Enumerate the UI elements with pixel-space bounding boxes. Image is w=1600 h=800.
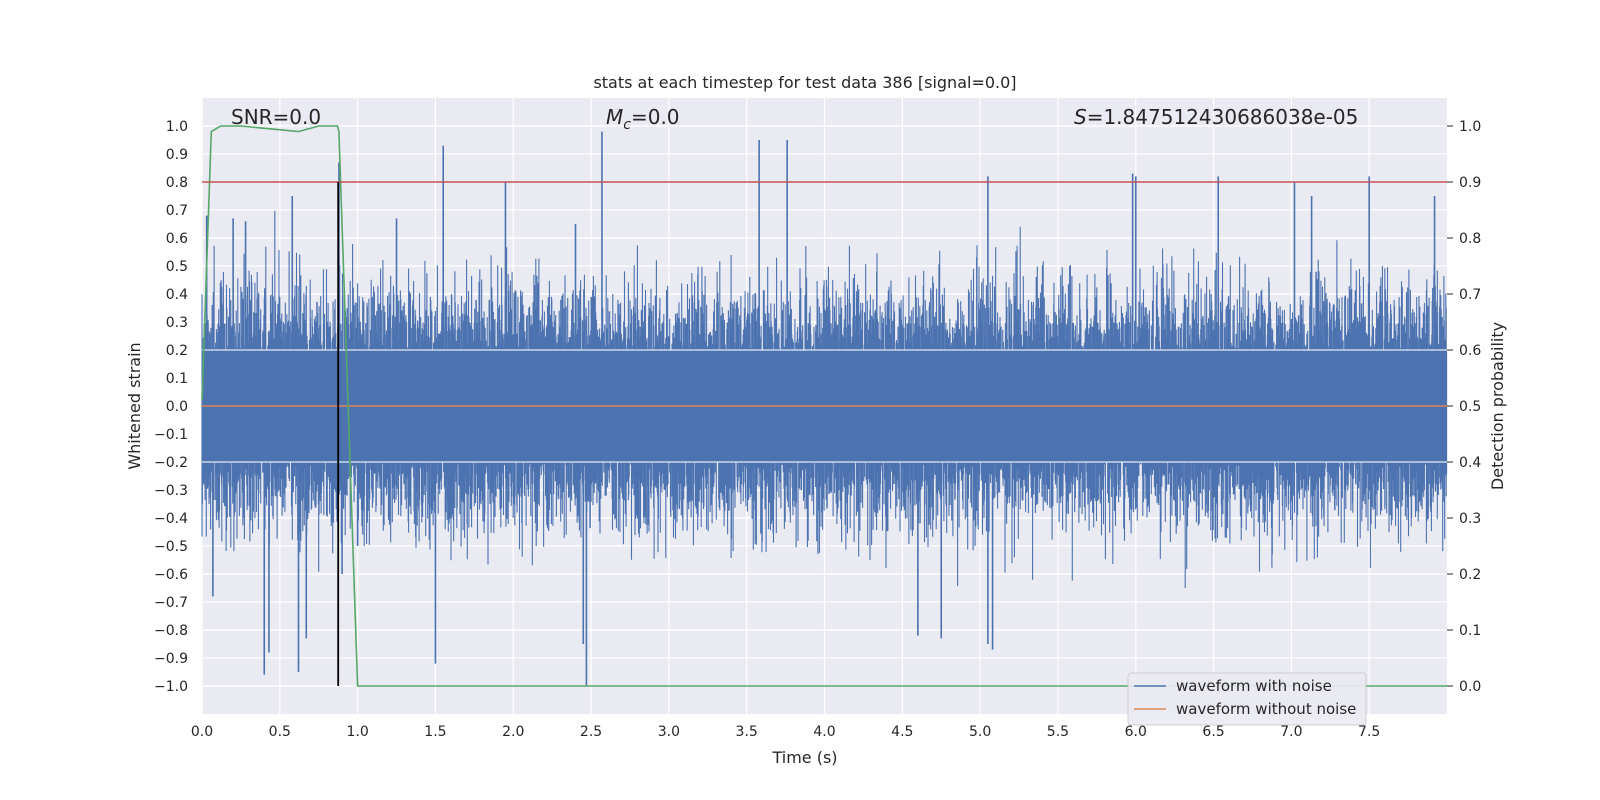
y2-tick-label: 0.9 [1459,175,1481,191]
y-tick-label: −0.4 [154,511,188,527]
y-tick-label: −0.1 [154,427,188,443]
legend-label-clean: waveform without noise [1176,700,1356,718]
y-tick-label: 0.9 [166,147,188,163]
y2-tick-label: 0.0 [1459,679,1481,695]
x-tick-label: 5.0 [969,724,991,740]
y-tick-label: 0.7 [166,203,188,219]
y-tick-label: 0.4 [166,287,188,303]
x-tick-label: 7.0 [1280,724,1302,740]
y-tick-label: 0.1 [166,371,188,387]
y2-tick-label: 0.7 [1459,287,1481,303]
y-tick-label: 0.8 [166,175,188,191]
y-axis-label: Whitened strain [125,342,144,469]
x-tick-label: 3.5 [736,724,758,740]
legend-frame [1127,672,1367,726]
x-tick-label: 1.0 [346,724,368,740]
series-detection-probability [201,125,1447,687]
y2-tick-label: 0.1 [1459,623,1481,639]
x-tick-label: 4.0 [813,724,835,740]
x-tick-label: 0.5 [269,724,291,740]
x-tick-label: 6.5 [1202,724,1224,740]
x-tick-label: 4.5 [891,724,913,740]
chirp-mass-symbol: M [606,105,623,129]
y-tick-label: −0.6 [154,567,188,583]
y-tick-label: −0.8 [154,623,188,639]
y-tick-label: −0.5 [154,539,188,555]
y-tick-label: 0.2 [166,343,188,359]
s-symbol: S [1074,105,1087,129]
y-tick-label: −0.9 [154,651,188,667]
legend-label-noise: waveform with noise [1176,677,1332,695]
chart-title: stats at each timestep for test data 386… [593,73,1016,92]
s-value: =1.847512430686038e-05 [1087,105,1359,129]
y2-tick-label: 0.6 [1459,343,1481,359]
x-tick-label: 5.5 [1047,724,1069,740]
y-tick-label: −0.7 [154,595,188,611]
y2-tick-label: 0.4 [1459,455,1481,471]
y-tick-label: −0.3 [154,483,188,499]
y-tick-label: 0.5 [166,259,188,275]
y2-tick-label: 0.5 [1459,399,1481,415]
chirp-mass-value: =0.0 [631,105,680,129]
y-tick-label: −1.0 [154,679,188,695]
y-tick-label: 0.6 [166,231,188,247]
y2-tick-label: 1.0 [1459,119,1481,135]
y2-tick-label: 0.2 [1459,567,1481,583]
y2-tick-label: 0.8 [1459,231,1481,247]
y-tick-label: 0.0 [166,399,188,415]
tick-layer: 0.0 0.5 1.0 1.5 2.0 2.5 3.0 3.5 4.0 4.5 5.0 5.5 6.0 6… [154,119,1481,740]
y2-tick-label: 0.3 [1459,511,1481,527]
x-tick-label: 2.5 [580,724,602,740]
x-tick-label: 6.0 [1125,724,1147,740]
legend: waveform with noise waveform without noi… [1127,672,1367,726]
data-layer [201,125,1448,687]
y-tick-label: −0.2 [154,455,188,471]
x-tick-label: 7.5 [1358,724,1380,740]
y-tick-label: 1.0 [166,119,188,135]
chirp-mass-annotation: Mc=0.0 [606,105,680,133]
s-annotation: S=1.847512430686038e-05 [1074,105,1358,129]
x-tick-label: 0.0 [191,724,213,740]
y-tick-label: 0.3 [166,315,188,331]
chirp-mass-subscript: c [623,117,631,133]
y2-axis-label: Detection probability [1488,322,1507,490]
x-tick-label: 3.0 [658,724,680,740]
x-axis-label: Time (s) [771,748,837,767]
x-tick-label: 2.0 [502,724,524,740]
x-tick-label: 1.5 [424,724,446,740]
snr-annotation: SNR=0.0 [231,105,321,129]
